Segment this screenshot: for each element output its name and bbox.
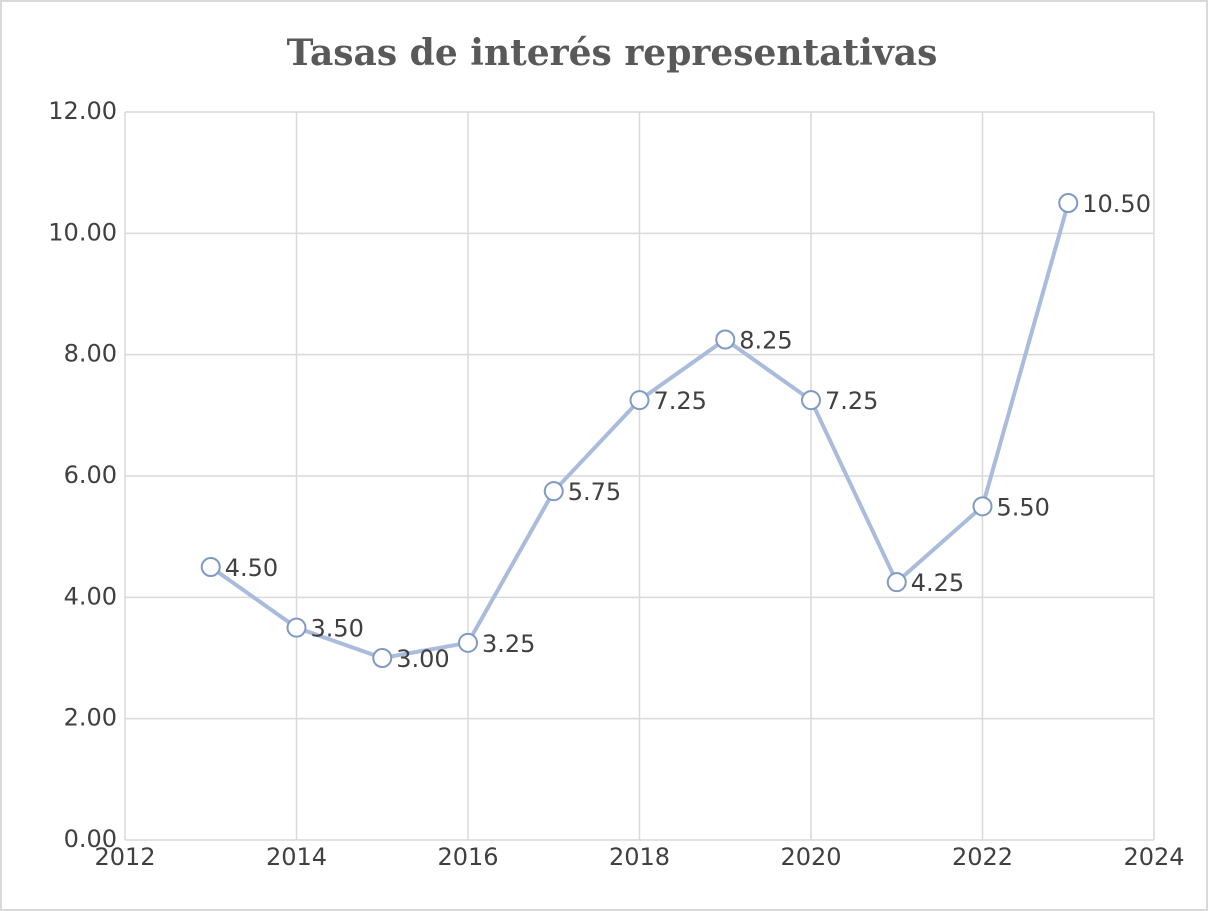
data-label: 7.25 — [825, 387, 878, 415]
marker — [1058, 193, 1079, 213]
data-label: 10.50 — [1082, 190, 1151, 218]
y-tick-label: 0.00 — [64, 825, 117, 853]
y-tick-label: 10.00 — [48, 218, 117, 246]
data-label: 4.50 — [225, 554, 278, 582]
x-tick-label: 2024 — [1123, 843, 1184, 871]
data-label: 3.00 — [396, 645, 449, 673]
marker — [801, 390, 821, 411]
y-tick-label: 8.00 — [64, 340, 117, 368]
y-tick-label: 4.00 — [64, 582, 117, 610]
data-label: 5.50 — [997, 493, 1050, 521]
marker — [458, 632, 478, 653]
x-tick-label: 2018 — [609, 843, 670, 871]
x-tick-label: 2020 — [780, 843, 841, 871]
marker — [886, 572, 907, 593]
data-label: 7.25 — [654, 387, 707, 415]
marker — [286, 617, 307, 638]
data-label: 8.25 — [739, 327, 792, 355]
x-tick-label: 2012 — [94, 843, 155, 871]
chart-title: Tasas de interés representativas — [287, 32, 938, 74]
marker — [629, 390, 650, 411]
y-tick-label: 2.00 — [64, 704, 117, 732]
marker — [543, 481, 564, 502]
data-label: 4.25 — [911, 569, 964, 597]
y-tick-label: 6.00 — [64, 461, 117, 489]
data-label: 5.75 — [568, 478, 621, 506]
x-tick-label: 2014 — [266, 843, 327, 871]
x-tick-label: 2016 — [437, 843, 498, 871]
y-tick-label: 12.00 — [48, 97, 117, 125]
marker — [972, 496, 993, 517]
data-label: 3.50 — [311, 615, 364, 643]
marker — [200, 557, 221, 577]
marker — [372, 648, 393, 668]
x-tick-label: 2022 — [952, 843, 1013, 871]
marker — [715, 329, 736, 350]
data-label: 3.25 — [482, 630, 535, 658]
